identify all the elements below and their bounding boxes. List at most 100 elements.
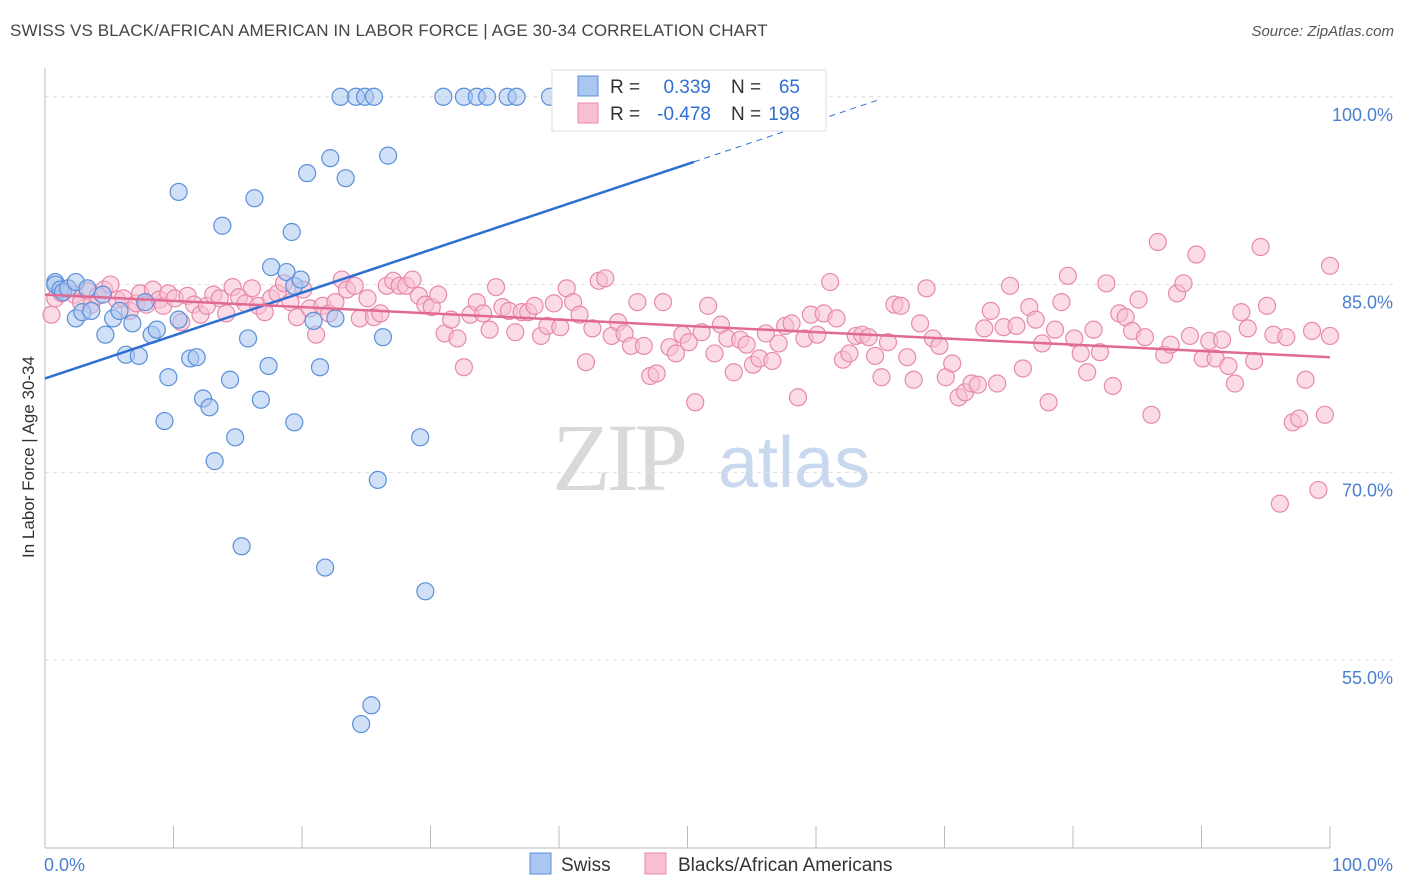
swiss-point-13 xyxy=(110,301,129,320)
swiss-point-41 xyxy=(285,413,304,432)
blacks-point-86 xyxy=(583,319,602,338)
x-tick-label-max: 100.0% xyxy=(1332,855,1393,875)
blacks-point-198 xyxy=(1302,321,1322,341)
swiss-point-57 xyxy=(373,328,393,347)
blacks-point-104 xyxy=(698,296,718,315)
blacks-point-66 xyxy=(454,358,474,377)
legend-r-value-blacks: -0.478 xyxy=(657,104,711,125)
bottom-legend-label-blacks: Blacks/African Americans xyxy=(678,855,892,876)
blacks-point-173 xyxy=(1142,405,1161,424)
stats-legend: R = 0.339 N = 65 R = -0.478 N = 198 xyxy=(551,69,827,132)
swiss-point-36 xyxy=(259,356,278,376)
blacks-point-174 xyxy=(1148,232,1167,252)
blacks-point-193 xyxy=(1270,494,1289,513)
blacks-point-137 xyxy=(910,314,930,333)
blacks-point-118 xyxy=(788,388,808,407)
trend-lines xyxy=(44,98,1331,380)
blacks-point-196 xyxy=(1290,409,1309,428)
legend-swatch-blacks xyxy=(577,102,599,124)
blacks-point-138 xyxy=(917,279,936,298)
swiss-point-43 xyxy=(298,164,317,183)
blacks-point-123 xyxy=(821,272,840,292)
series-swiss-points xyxy=(46,87,633,734)
swiss-trend-line xyxy=(44,160,695,380)
swiss-point-38 xyxy=(277,262,296,282)
blacks-point-190 xyxy=(1251,237,1270,257)
swiss-point-59 xyxy=(411,428,430,447)
blacks-point-151 xyxy=(1000,276,1020,295)
blacks-point-49 xyxy=(345,276,364,295)
blacks-point-197 xyxy=(1296,370,1315,389)
blacks-point-62 xyxy=(429,285,448,304)
chart-source: Source: ZipAtlas.com xyxy=(1251,23,1394,40)
blacks-point-51 xyxy=(358,289,377,308)
blacks-point-88 xyxy=(596,269,615,288)
swiss-point-15 xyxy=(123,314,142,333)
swiss-point-64 xyxy=(477,87,497,106)
swiss-point-21 xyxy=(159,368,178,387)
blacks-point-142 xyxy=(943,354,962,373)
blacks-point-114 xyxy=(763,351,782,371)
y-tick-label-1: 85.0% xyxy=(1342,293,1393,313)
blacks-point-149 xyxy=(988,374,1007,393)
legend-n-value-swiss: 65 xyxy=(779,77,800,98)
swiss-point-58 xyxy=(378,146,398,165)
blacks-point-134 xyxy=(891,296,910,315)
y-axis-title: In Labor Force | Age 30-34 xyxy=(19,356,38,558)
blacks-point-129 xyxy=(859,328,878,347)
y-tick-label-0: 100.0% xyxy=(1332,105,1393,125)
blacks-point-65 xyxy=(448,329,467,348)
blacks-point-115 xyxy=(769,334,788,353)
blacks-point-180 xyxy=(1187,245,1206,264)
blacks-point-157 xyxy=(1039,393,1058,412)
legend-swatch-swiss xyxy=(577,75,599,97)
watermark-atlas: atlas xyxy=(718,423,870,503)
legend-r-value-swiss: 0.339 xyxy=(663,77,711,98)
blacks-point-99 xyxy=(666,344,686,363)
swiss-point-47 xyxy=(321,149,340,168)
swiss-point-9 xyxy=(82,301,101,320)
legend-r-label-blacks: R = xyxy=(610,104,640,125)
swiss-point-42 xyxy=(291,270,310,289)
blacks-point-96 xyxy=(647,364,666,383)
blacks-point-77 xyxy=(525,296,544,315)
blacks-point-132 xyxy=(878,333,898,352)
blacks-point-172 xyxy=(1135,328,1155,347)
blacks-point-161 xyxy=(1065,329,1084,348)
blacks-point-201 xyxy=(1320,326,1340,346)
blacks-point-33 xyxy=(242,279,261,298)
blacks-point-131 xyxy=(872,368,891,387)
swiss-point-27 xyxy=(200,398,219,417)
blacks-point-124 xyxy=(827,309,846,328)
blacks-point-94 xyxy=(634,336,653,356)
blacks-point-171 xyxy=(1129,290,1148,309)
blacks-point-202 xyxy=(1320,256,1340,275)
blacks-point-71 xyxy=(486,277,506,297)
blacks-point-162 xyxy=(1071,344,1090,363)
legend-r-label-swiss: R = xyxy=(610,77,640,98)
blacks-point-53 xyxy=(371,304,390,323)
series-legend: Swiss Blacks/African Americans xyxy=(529,852,892,876)
swiss-point-33 xyxy=(238,329,258,348)
blacks-point-84 xyxy=(570,305,589,324)
blacks-point-179 xyxy=(1180,326,1200,346)
swiss-point-19 xyxy=(147,320,166,339)
bottom-legend-label-swiss: Swiss xyxy=(561,855,611,876)
watermark-zip: ZIP xyxy=(552,404,685,511)
blacks-point-194 xyxy=(1277,328,1296,347)
swiss-point-30 xyxy=(220,370,240,389)
blacks-point-101 xyxy=(679,333,698,352)
legend-n-value-blacks: 198 xyxy=(768,104,800,125)
swiss-point-31 xyxy=(226,428,245,447)
blacks-point-147 xyxy=(975,319,994,338)
blacks-point-186 xyxy=(1225,374,1245,393)
swiss-point-11 xyxy=(96,325,115,344)
blacks-point-85 xyxy=(576,353,596,372)
blacks-trend-line xyxy=(44,293,1331,359)
blacks-point-117 xyxy=(782,314,801,333)
grid-lines xyxy=(45,96,1393,661)
swiss-point-52 xyxy=(352,714,371,734)
blacks-point-184 xyxy=(1212,330,1232,349)
swiss-point-55 xyxy=(364,87,384,106)
swiss-point-49 xyxy=(331,87,350,106)
